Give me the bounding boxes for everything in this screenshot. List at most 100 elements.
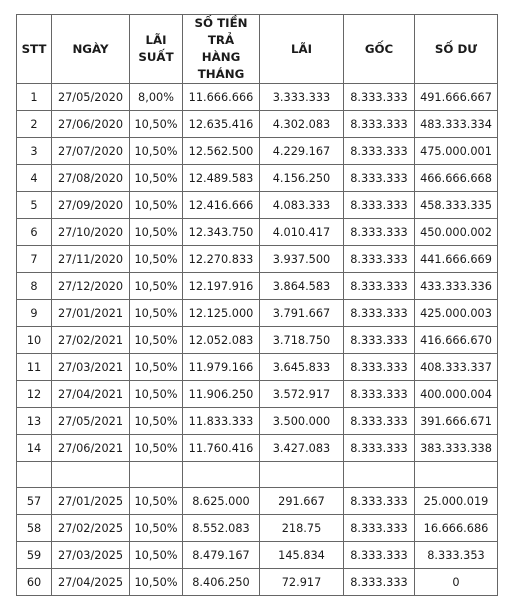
- header-so-du: SỐ DƯ: [414, 14, 498, 84]
- table-header: STT NGÀY LÃI SUẤT SỐ TIỀN TRẢ HÀNG THÁNG…: [16, 14, 498, 84]
- header-lai-suat-line-2: SUẤT: [138, 50, 174, 64]
- cell-so-tien-tra: 12.635.416: [182, 110, 260, 138]
- cell-goc: 8.333.333: [343, 191, 415, 219]
- header-stt-label: STT: [21, 41, 47, 56]
- cell-stt: 6: [16, 218, 52, 246]
- cell-lai-suat: 10,50%: [129, 541, 183, 569]
- cell-lai-suat: 10,50%: [129, 487, 183, 515]
- cell-stt: 4: [16, 164, 52, 192]
- cell-lai: 4.302.083: [259, 110, 344, 138]
- cell-so-du: [414, 461, 498, 488]
- cell-stt: 11: [16, 353, 52, 381]
- cell-goc: 8.333.333: [343, 407, 415, 435]
- cell-so-du: 466.666.668: [414, 164, 498, 192]
- header-lai: LÃI: [259, 14, 344, 84]
- cell-so-tien-tra: 12.125.000: [182, 299, 260, 327]
- cell-ngay: 27/05/2020: [51, 83, 130, 111]
- header-goc-label: GỐC: [364, 41, 394, 56]
- cell-lai: 145.834: [259, 541, 344, 569]
- cell-lai-suat: 10,50%: [129, 568, 183, 596]
- cell-so-tien-tra: 12.343.750: [182, 218, 260, 246]
- cell-stt: 57: [16, 487, 52, 515]
- cell-so-du: 441.666.669: [414, 245, 498, 273]
- cell-ngay: 27/12/2020: [51, 272, 130, 300]
- table-row: 6 27/10/2020 10,50% 12.343.750 4.010.417…: [16, 218, 498, 246]
- cell-ngay: 27/04/2021: [51, 380, 130, 408]
- table-row: 7 27/11/2020 10,50% 12.270.833 3.937.500…: [16, 245, 498, 273]
- header-lai-suat: LÃI SUẤT: [129, 14, 183, 84]
- cell-so-tien-tra: 8.625.000: [182, 487, 260, 515]
- cell-so-tien-tra: 8.552.083: [182, 514, 260, 542]
- cell-stt: 10: [16, 326, 52, 354]
- cell-so-tien-tra: [182, 461, 260, 488]
- cell-lai-suat: 10,50%: [129, 218, 183, 246]
- cell-goc: 8.333.333: [343, 568, 415, 596]
- cell-so-tien-tra: 12.562.500: [182, 137, 260, 165]
- header-so-tien-line-2: TRẢ HÀNG: [201, 33, 241, 64]
- cell-so-tien-tra: 8.479.167: [182, 541, 260, 569]
- cell-stt: 12: [16, 380, 52, 408]
- table-row: 57 27/01/2025 10,50% 8.625.000 291.667 8…: [16, 487, 498, 515]
- cell-so-du: 433.333.336: [414, 272, 498, 300]
- cell-stt: 13: [16, 407, 52, 435]
- cell-goc: 8.333.333: [343, 353, 415, 381]
- cell-so-du: 416.666.670: [414, 326, 498, 354]
- header-stt: STT: [16, 14, 52, 84]
- cell-ngay: [51, 461, 130, 488]
- cell-lai-suat: 10,50%: [129, 245, 183, 273]
- cell-lai-suat: 10,50%: [129, 514, 183, 542]
- table-row: 60 27/04/2025 10,50% 8.406.250 72.917 8.…: [16, 568, 498, 596]
- cell-goc: 8.333.333: [343, 541, 415, 569]
- cell-lai: 4.083.333: [259, 191, 344, 219]
- table-row: 3 27/07/2020 10,50% 12.562.500 4.229.167…: [16, 137, 498, 165]
- table-row-empty-gap: [16, 461, 498, 488]
- cell-so-du: 400.000.004: [414, 380, 498, 408]
- header-so-du-label: SỐ DƯ: [434, 41, 478, 56]
- cell-goc: 8.333.333: [343, 487, 415, 515]
- cell-ngay: 27/03/2021: [51, 353, 130, 381]
- cell-stt: 14: [16, 434, 52, 462]
- cell-lai: 4.010.417: [259, 218, 344, 246]
- cell-so-du: 425.000.003: [414, 299, 498, 327]
- cell-goc: 8.333.333: [343, 164, 415, 192]
- cell-goc: 8.333.333: [343, 380, 415, 408]
- header-row: STT NGÀY LÃI SUẤT SỐ TIỀN TRẢ HÀNG THÁNG…: [16, 14, 498, 84]
- table-row: 11 27/03/2021 10,50% 11.979.166 3.645.83…: [16, 353, 498, 381]
- cell-so-du: 383.333.338: [414, 434, 498, 462]
- cell-so-du: 16.666.686: [414, 514, 498, 542]
- cell-goc: 8.333.333: [343, 83, 415, 111]
- cell-lai-suat: 10,50%: [129, 191, 183, 219]
- cell-ngay: 27/08/2020: [51, 164, 130, 192]
- cell-ngay: 27/02/2021: [51, 326, 130, 354]
- header-lai-label: LÃI: [290, 41, 313, 56]
- cell-so-tien-tra: 12.416.666: [182, 191, 260, 219]
- cell-so-tien-tra: 12.052.083: [182, 326, 260, 354]
- table-body: 1 27/05/2020 8,00% 11.666.666 3.333.333 …: [16, 83, 498, 596]
- cell-goc: 8.333.333: [343, 514, 415, 542]
- cell-lai: 3.718.750: [259, 326, 344, 354]
- cell-so-tien-tra: 11.979.166: [182, 353, 260, 381]
- cell-lai-suat: 10,50%: [129, 272, 183, 300]
- cell-lai: 3.864.583: [259, 272, 344, 300]
- table-row: 10 27/02/2021 10,50% 12.052.083 3.718.75…: [16, 326, 498, 354]
- table-row: 8 27/12/2020 10,50% 12.197.916 3.864.583…: [16, 272, 498, 300]
- cell-stt: 3: [16, 137, 52, 165]
- cell-so-du: 408.333.337: [414, 353, 498, 381]
- cell-lai-suat: 10,50%: [129, 326, 183, 354]
- cell-so-du: 450.000.002: [414, 218, 498, 246]
- cell-lai: [259, 461, 344, 488]
- cell-ngay: 27/04/2025: [51, 568, 130, 596]
- cell-lai-suat: 8,00%: [129, 83, 183, 111]
- cell-goc: 8.333.333: [343, 272, 415, 300]
- header-ngay-label: NGÀY: [72, 41, 109, 56]
- cell-goc: 8.333.333: [343, 299, 415, 327]
- cell-lai-suat: 10,50%: [129, 434, 183, 462]
- table-row: 13 27/05/2021 10,50% 11.833.333 3.500.00…: [16, 407, 498, 435]
- cell-stt: 58: [16, 514, 52, 542]
- table-row: 58 27/02/2025 10,50% 8.552.083 218.75 8.…: [16, 514, 498, 542]
- cell-stt: 9: [16, 299, 52, 327]
- cell-goc: 8.333.333: [343, 110, 415, 138]
- cell-stt: 1: [16, 83, 52, 111]
- header-lai-suat-line-1: LÃI: [145, 33, 167, 47]
